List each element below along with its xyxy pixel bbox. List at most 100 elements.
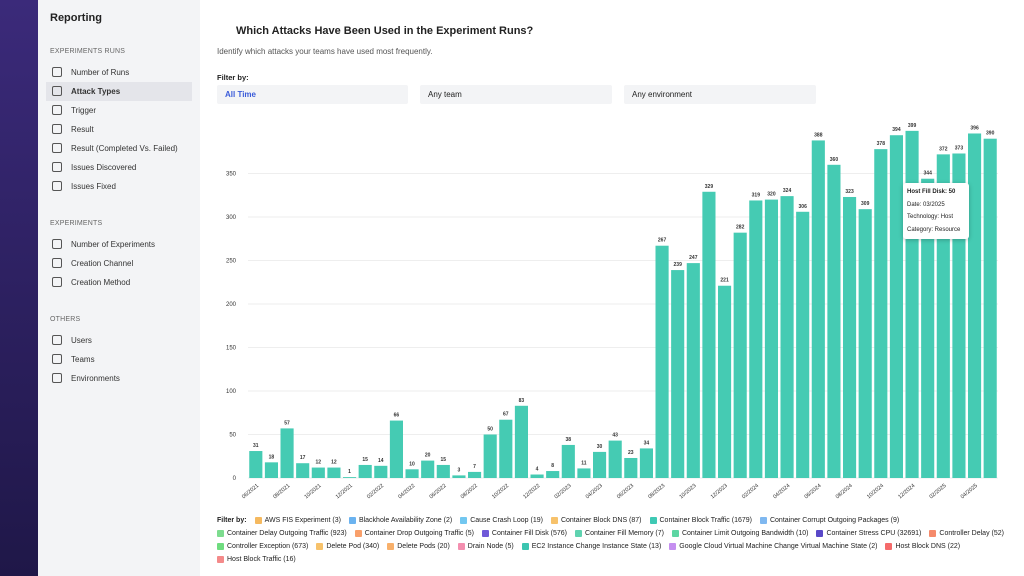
bar xyxy=(686,263,700,478)
legend-text: Host Block DNS (22) xyxy=(895,543,961,550)
nav-item[interactable]: Issues Discovered xyxy=(46,158,192,177)
data-label: 31 xyxy=(253,443,259,449)
legend-item[interactable]: Container Block Traffic (1679) xyxy=(649,517,752,524)
legend-item[interactable]: Blackhole Availability Zone (2) xyxy=(348,517,453,524)
x-tick-label: 10/2024 xyxy=(866,483,885,500)
data-label: 221 xyxy=(720,278,729,284)
y-tick-label: 50 xyxy=(229,433,236,439)
legend-item[interactable]: Container Fill Memory (7) xyxy=(575,530,664,537)
legend-text: Blackhole Availability Zone (2) xyxy=(358,517,453,524)
legend-item[interactable]: Container Block DNS (87) xyxy=(550,517,642,524)
nav-item[interactable]: Trigger xyxy=(46,101,192,120)
data-label: 388 xyxy=(814,132,823,138)
bar xyxy=(827,164,841,479)
data-label: 396 xyxy=(970,125,979,131)
x-tick-label: 12/2021 xyxy=(335,483,354,500)
bar xyxy=(671,270,685,478)
legend-item[interactable]: EC2 Instance Change Instance State (13) xyxy=(521,543,661,550)
legend-text: Container Limit Outgoing Bandwidth (10) xyxy=(681,530,809,537)
tooltip: Host Fill Disk: 50 Date: 03/2025 Technol… xyxy=(903,183,969,239)
nav-item[interactable]: Number of Runs xyxy=(46,63,192,82)
nav-item[interactable]: Users xyxy=(46,331,192,350)
x-tick-label: 10/2023 xyxy=(679,483,698,500)
nav-item[interactable]: Attack Types xyxy=(46,82,192,101)
bar xyxy=(796,211,810,478)
data-label: 15 xyxy=(362,457,368,463)
nav-item[interactable]: Creation Method xyxy=(46,273,192,292)
legend-swatch xyxy=(575,530,583,537)
data-label: 320 xyxy=(767,192,776,198)
legend-item[interactable]: Delete Pods (20) xyxy=(387,543,450,550)
data-label: 329 xyxy=(705,184,714,190)
legend-item[interactable]: Container Limit Outgoing Bandwidth (10) xyxy=(671,530,809,537)
bar xyxy=(858,209,872,479)
legend-item[interactable]: Container Drop Outgoing Traffic (5) xyxy=(354,530,474,537)
chart: 0501001502002503003503106/2021185708/202… xyxy=(226,123,998,500)
team-filter[interactable]: Any team xyxy=(420,85,612,104)
nav-item[interactable]: Issues Fixed xyxy=(46,177,192,196)
bar xyxy=(624,457,638,478)
legend-swatch xyxy=(929,530,937,537)
page-title: Which Attacks Have Been Used in the Expe… xyxy=(236,25,534,37)
bar xyxy=(514,405,528,478)
bar xyxy=(405,469,419,478)
y-tick-label: 250 xyxy=(226,259,237,265)
bar xyxy=(749,200,763,478)
data-label: 3 xyxy=(458,467,461,473)
legend-item[interactable]: Host Block Traffic (16) xyxy=(217,556,296,563)
bar xyxy=(718,285,732,478)
legend-item[interactable]: Container Delay Outgoing Traffic (923) xyxy=(217,530,347,537)
y-tick-label: 150 xyxy=(226,346,237,352)
x-tick-label: 12/2022 xyxy=(522,483,541,500)
filter-label: Filter by: xyxy=(217,73,249,82)
data-label: 83 xyxy=(519,398,525,404)
legend-item[interactable]: Host Block DNS (22) xyxy=(885,543,960,550)
data-label: 7 xyxy=(473,464,476,470)
legend: Filter by: AWS FIS Experiment (3) Blackhol… xyxy=(217,517,1017,563)
legend-swatch xyxy=(671,530,679,537)
data-label: 12 xyxy=(316,460,322,466)
legend-swatch xyxy=(217,556,224,563)
bar xyxy=(389,420,403,478)
bar xyxy=(874,149,888,478)
time-filter[interactable]: All Time xyxy=(217,85,408,104)
bar xyxy=(280,428,294,478)
data-label: 319 xyxy=(752,192,761,198)
data-label: 239 xyxy=(674,262,683,268)
tooltip-line: Date: 03/2025 xyxy=(907,201,945,208)
nav-item[interactable]: Environments xyxy=(46,369,192,388)
legend-swatch xyxy=(885,543,893,550)
data-label: 57 xyxy=(284,420,290,426)
nav-item[interactable]: Result (Completed Vs. Failed) xyxy=(46,139,192,158)
legend-swatch xyxy=(550,517,558,524)
legend-text: Controller Delay (52) xyxy=(939,530,1004,537)
section-heading: EXPERIMENTS RUNS xyxy=(50,48,126,55)
x-tick-label: 08/2024 xyxy=(835,483,854,500)
data-label: 267 xyxy=(658,238,667,244)
legend-item[interactable]: AWS FIS Experiment (3) xyxy=(254,517,341,524)
bar xyxy=(983,138,997,478)
nav-item[interactable]: Result xyxy=(46,120,192,139)
legend-item[interactable]: Container Fill Disk (576) xyxy=(481,530,567,537)
legend-item[interactable]: Container Stress CPU (32691) xyxy=(816,530,921,537)
data-label: 394 xyxy=(892,127,901,133)
data-label: 399 xyxy=(908,123,917,129)
legend-item[interactable]: Controller Exception (673) xyxy=(217,543,308,550)
bar xyxy=(296,463,310,478)
legend-item[interactable]: Container Corrupt Outgoing Packages (9) xyxy=(759,517,900,524)
tooltip-line: Category: Resource xyxy=(907,226,961,233)
nav-item[interactable]: Teams xyxy=(46,350,192,369)
legend-item[interactable]: Cause Crash Loop (19) xyxy=(460,517,543,524)
nav-item[interactable]: Number of Experiments xyxy=(46,235,192,254)
environment-filter[interactable]: Any environment xyxy=(624,85,816,104)
legend-item[interactable]: Google Cloud Virtual Machine Change Virt… xyxy=(669,543,877,550)
x-tick-label: 02/2022 xyxy=(366,483,385,500)
nav-item[interactable]: Creation Channel xyxy=(46,254,192,273)
data-label: 360 xyxy=(830,157,839,163)
legend-item[interactable]: Delete Pod (340) xyxy=(316,543,379,550)
bar xyxy=(780,196,794,478)
legend-item[interactable]: Drain Node (5) xyxy=(457,543,514,550)
data-label: 344 xyxy=(924,171,933,177)
legend-item[interactable]: Controller Delay (52) xyxy=(929,530,1004,537)
legend-text: Container Corrupt Outgoing Packages (9) xyxy=(769,517,900,524)
